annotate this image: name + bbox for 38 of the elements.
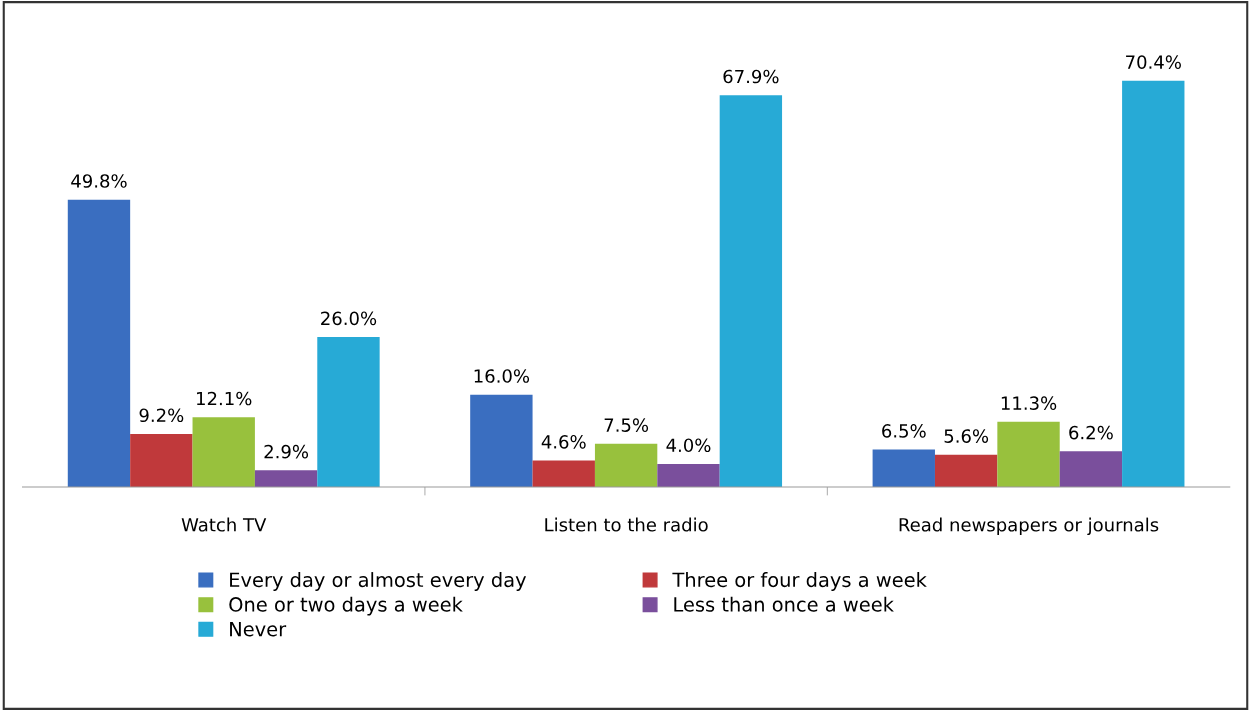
- bar: [657, 463, 720, 488]
- data-label: 7.5%: [604, 418, 649, 432]
- data-label: 5.6%: [944, 429, 989, 443]
- bar: [934, 454, 998, 488]
- data-label: 6.2%: [1069, 425, 1113, 440]
- bar: [254, 470, 318, 488]
- bar: [67, 199, 131, 488]
- bar: [997, 421, 1060, 488]
- bar: [719, 95, 783, 488]
- x-tick-label: Read newspapers or journals: [899, 517, 1159, 536]
- bar: [192, 417, 255, 488]
- legend-label: Never: [230, 621, 287, 637]
- bar: [130, 433, 193, 488]
- data-label: 9.2%: [139, 408, 184, 423]
- bar: [1122, 80, 1185, 488]
- data-label: 70.4%: [1126, 55, 1181, 69]
- data-label: 49.8%: [71, 174, 127, 188]
- legend-label: Less than once a week: [674, 596, 894, 612]
- data-label: 26.0%: [321, 311, 377, 326]
- legend-label: Three or four days a week: [672, 572, 927, 591]
- data-label: 67.9%: [723, 69, 779, 84]
- data-label: 6.5%: [882, 424, 926, 438]
- x-tick-label: Listen to the radio: [545, 517, 708, 532]
- bar: [1059, 451, 1123, 488]
- legend-label: Every day or almost every day: [230, 572, 527, 591]
- bar: [594, 443, 658, 488]
- bar: [317, 336, 380, 488]
- bar: [470, 394, 533, 488]
- data-label: 16.0%: [474, 369, 530, 383]
- data-label: 4.6%: [541, 435, 586, 449]
- legend-label: One or two days a week: [229, 596, 463, 616]
- bar: [872, 449, 935, 488]
- bar: [532, 460, 595, 488]
- data-label: 4.0%: [666, 438, 711, 453]
- x-tick-label: Watch TV: [181, 517, 267, 532]
- data-label: 11.3%: [1001, 396, 1057, 410]
- data-label: 12.1%: [197, 391, 252, 406]
- data-label: 2.9%: [264, 444, 309, 459]
